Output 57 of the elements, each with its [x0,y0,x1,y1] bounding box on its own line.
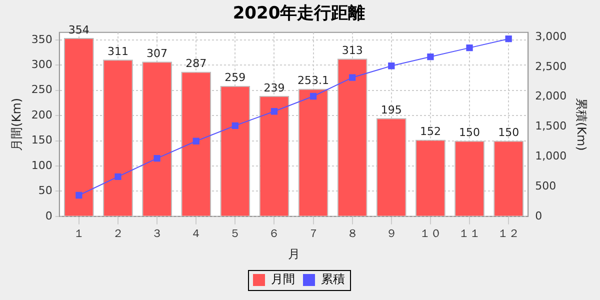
y2-tick-label: 0 [535,209,542,222]
x-tick-label: １１ [458,226,481,240]
point [270,108,278,115]
data-label: 287 [186,57,207,70]
point [310,92,317,100]
y2-tick-label: 2,500 [535,60,567,73]
y-tick-label: 150 [31,134,52,147]
point [232,122,238,129]
data-label: 307 [146,47,168,60]
y2-tick-label: 1,000 [535,149,567,162]
data-label: 311 [107,44,128,58]
y2-tick-label: 500 [535,179,556,192]
y-tick-label: 350 [31,32,52,46]
y-tick-label: 100 [31,158,52,172]
x-tick-label: ５ [230,226,241,240]
y-tick-label: 0 [45,209,52,222]
x-tick-label: ７ [308,226,319,240]
point [76,192,82,199]
x-tick-label: １０ [419,226,442,240]
data-label: 150 [459,126,480,140]
data-label: 239 [264,81,285,94]
x-tick-label: ８ [346,226,358,240]
y-tick-label: 300 [31,58,52,72]
point [114,173,122,180]
x-tick-label: ２ [112,226,124,240]
x-tick-label: ３ [152,226,163,240]
point [505,36,512,42]
y2-tick-label: 2,000 [535,90,567,103]
point [466,44,473,52]
x-axis-title: 月 [288,246,300,261]
point [154,154,160,162]
x-tick-label: ４ [190,226,202,240]
y-axis-title: 月間(Km) [9,98,24,151]
data-label: 152 [420,125,441,138]
x-tick-label: １２ [498,226,520,240]
data-label: 313 [342,44,363,57]
point [192,138,200,144]
point [388,62,395,70]
y2-tick-label: 3,000 [535,30,567,43]
legend-label: 月間 [271,272,295,286]
x-tick-label: １ [73,226,84,240]
y-tick-label: 200 [31,108,52,122]
data-label: 150 [498,126,520,140]
data-label: 259 [224,71,246,84]
point [349,74,356,81]
data-label: 354 [68,23,90,36]
data-label: 195 [380,103,402,116]
point [427,53,434,60]
y2-axis-title: 累積(Km) [574,98,589,151]
x-tick-label: ９ [386,226,397,240]
y-tick-label: 250 [31,83,52,96]
x-tick-label: ６ [268,226,280,240]
data-label: 253.1 [298,74,330,88]
y-tick-label: 50 [38,184,52,198]
chart-title: 2020年走行距離 [232,4,366,24]
legend-label: 累積 [321,272,345,286]
y2-tick-label: 1,500 [535,120,567,133]
